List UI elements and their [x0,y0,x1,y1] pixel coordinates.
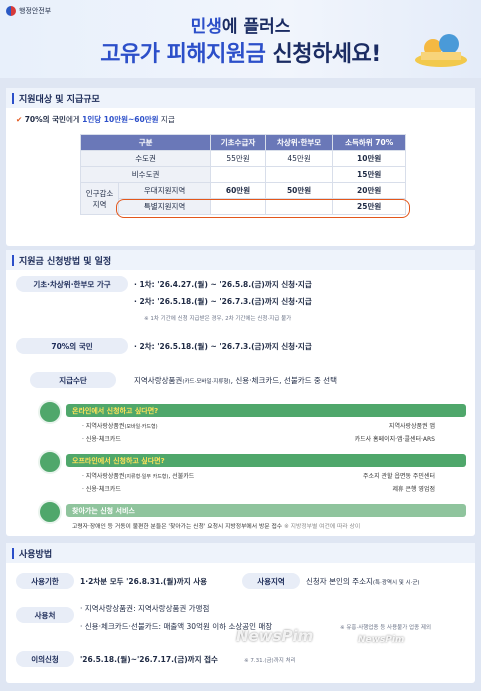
offline-icon [38,450,62,474]
title-line1: 민생에 플러스 [190,17,291,37]
visit-desc: 고령자·장애인 등 거동이 불편한 분들은 '찾아가는 신청' 요청시 지방정부… [72,524,361,530]
ministry-logo: 행정안전부 [6,6,51,16]
newspim-watermark: NewsPim [236,627,314,645]
schedule-note: ※ 1차 기간에 신청 지급받은 경우, 2차 기간에는 신청·지급 불가 [144,316,292,322]
usage-period-label: 사용기한 [16,573,74,589]
group-70: 70%의 국민 [16,338,128,354]
usage-period: 1·2차분 모두 '26.8.31.(월)까지 사용 [80,577,208,586]
objection-label: 이의신청 [16,651,74,667]
section-usage: 사용방법 사용기한 1·2차분 모두 '26.8.31.(월)까지 사용 사용지… [6,543,475,683]
online-row1: · 지역사랑상품권(모바일·카드형) [82,423,158,430]
visit-icon [38,500,62,524]
offline-row2: · 신용·체크카드 [82,486,121,493]
offline-bar: 오프라인에서 신청하고 싶다면? [66,454,466,467]
online-row2-dest: 카드사 홈페이지·앱·콜센터·ARS [354,436,435,443]
taegeuk-icon [6,6,16,16]
title-line2: 고유가 피해지원금 신청하세요! [100,42,381,67]
ministry-name: 행정안전부 [19,7,52,15]
amount-table: 구분 기초수급자 차상위·한부모 소득하위 70% 수도권 55만원 45만원 10만원 비… [79,134,406,215]
visit-bar: 찾아가는 신청 서비스 [66,504,466,517]
usage-region: 신청자 본인의 주소지(특·광역시 및 시·군) [306,577,420,586]
objection-period: '26.5.18.(월)~'26.7.17.(금)까지 접수 [80,655,218,664]
offline-row1: · 지역사랑상품권(지류형·일부 카드형), 선불카드 [82,473,195,480]
usage-place-label: 사용처 [16,607,74,623]
usage-place-2: · 신용·체크카드·선불카드: 매출액 30억원 이하 소상공인 매장 [80,622,273,631]
usage-place-1: · 지역사랑상품권: 지역사랑상품권 가맹점 [80,604,210,613]
newspim-watermark-small: NewsPim [358,635,405,645]
section-heading: 사용방법 [6,543,475,563]
payment-label: 지급수단 [30,372,116,388]
section-heading: 지원대상 및 지급규모 [6,88,475,108]
objection-note: ※ 7.31.(금)까지 처리 [244,658,296,664]
online-row1-dest: 지역사랑상품권 앱 [388,423,435,430]
section-heading: 지원금 신청방법 및 일정 [6,250,475,270]
usage-place-note: ※ 유흥·사행업종 등 사용불가 업종 제외 [340,625,431,631]
usage-region-label: 사용지역 [242,573,300,589]
section-eligibility: 지원대상 및 지급규모 ✔ 70%의 국민에게 1인당 10만원~60만원 지급… [6,88,475,246]
coins-illustration [415,34,467,67]
schedule-70: · 2차: '26.5.18.(월) ~ '26.7.3.(금)까지 신청·지급 [134,342,312,351]
summary-text: ✔ 70%의 국민에게 1인당 10만원~60만원 지급 [16,115,175,124]
schedule-2: · 2차: '26.5.18.(월) ~ '26.7.3.(금)까지 신청·지급 [134,297,312,306]
schedule-1: · 1차: '26.4.27.(월) ~ '26.5.8.(금)까지 신청·지급 [134,280,312,289]
group-basic: 기초·차상위·한부모 가구 [16,276,128,292]
payment-methods: 지역사랑상품권(카드·모바일·지류형), 신용·체크카드, 선불카드 중 선택 [134,376,337,385]
section-schedule: 지원금 신청방법 및 일정 기초·차상위·한부모 가구 · 1차: '26.4.… [6,250,475,536]
online-bar: 온라인에서 신청하고 싶다면? [66,404,466,417]
offline-row2-dest: 제휴 은행 영업점 [392,486,435,493]
online-row2: · 신용·체크카드 [82,436,121,443]
offline-row1-dest: 주소지 관할 읍면동 주민센터 [363,473,435,480]
online-icon [38,400,62,424]
header-banner: 행정안전부 민생에 플러스 고유가 피해지원금 신청하세요! [0,0,481,78]
highlight-box [116,199,410,218]
